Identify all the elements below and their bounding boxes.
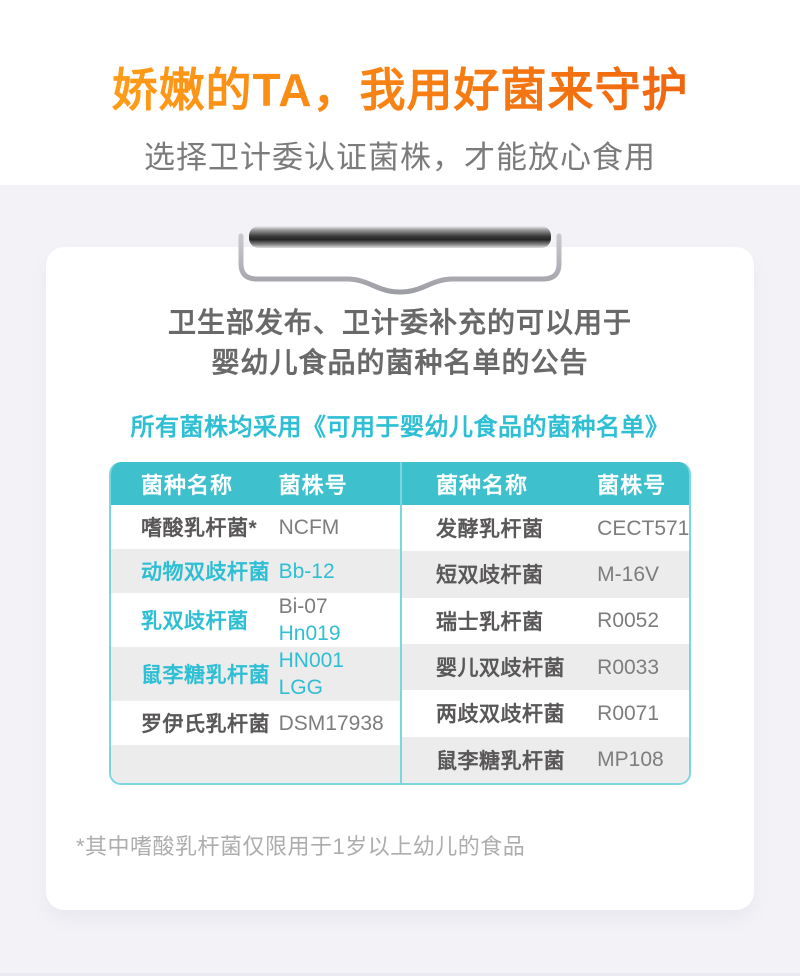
table-header-row: 菌种名称 菌株号 [111, 462, 400, 505]
strain-table: 菌种名称 菌株号 嗜酸乳杆菌* NCFM 动物双歧杆菌 Bb-12 乳双歧杆菌 Bi-07… [109, 462, 691, 785]
strain-number: MP108 [597, 746, 689, 773]
bottom-edge-divider [0, 973, 800, 976]
strain-number: CECT5716 [597, 515, 691, 542]
table-row: 动物双歧杆菌 Bb-12 [111, 549, 400, 594]
table-row: 鼠李糖乳杆菌 MP108 [402, 736, 689, 783]
strain-number-line: R0033 [597, 655, 660, 679]
strain-number: R0052 [597, 607, 689, 634]
species-name: 罗伊氏乳杆菌 [141, 713, 270, 737]
column-header-species: 菌种名称 [141, 472, 234, 498]
species-name: 发酵乳杆菌 [436, 518, 544, 542]
strain-number: Bb-12 [279, 558, 400, 585]
strain-number-line: LGG [278, 676, 323, 700]
species-name: 乳双歧杆菌 [141, 610, 249, 634]
strain-number: M-16V [597, 561, 689, 588]
strain-number-line: Hn019 [278, 622, 341, 646]
strain-number-line: HN001 [278, 649, 344, 673]
table-row: 两歧双歧杆菌 R0071 [402, 690, 689, 736]
species-name: 瑞士乳杆菌 [436, 610, 544, 634]
table-row: 瑞士乳杆菌 R0052 [402, 598, 689, 644]
column-header-strain: 菌株号 [597, 472, 667, 498]
header-section: 娇嫩的TA，我用好菌来守护 选择卫计委认证菌株，才能放心食用 [0, 0, 800, 185]
announcement-line1: 卫生部发布、卫计委补充的可以用于 [167, 307, 632, 338]
strain-number-line: NCFM [278, 515, 340, 539]
table-left-half: 菌种名称 菌株号 嗜酸乳杆菌* NCFM 动物双歧杆菌 Bb-12 乳双歧杆菌 Bi-07… [111, 462, 400, 783]
strain-number: R0033 [597, 654, 689, 681]
table-row: 鼠李糖乳杆菌 HN001 LGG [111, 647, 400, 702]
strain-number-line: DSM17938 [278, 711, 384, 735]
column-header-strain: 菌株号 [278, 472, 348, 498]
page-subtitle: 选择卫计委认证菌株，才能放心食用 [144, 140, 656, 175]
page-title: 娇嫩的TA，我用好菌来守护 [112, 54, 689, 120]
table-row: 嗜酸乳杆菌* NCFM [111, 505, 400, 549]
strain-number: DSM17938 [279, 710, 400, 737]
strain-number: NCFM [279, 514, 400, 541]
table-right-body: 发酵乳杆菌 CECT5716 短双歧杆菌 M-16V 瑞士乳杆菌 R0052 婴儿双歧杆菌 R… [402, 505, 689, 783]
certified-list-tagline: 所有菌株均采用《可用于婴幼儿食品的菌种名单》 [130, 414, 670, 441]
clipboard-clip-graphic [238, 226, 562, 295]
clipboard-clip-icon [235, 226, 565, 296]
body-section: 卫生部发布、卫计委补充的可以用于 婴幼儿食品的菌种名单的公告 所有菌株均采用《可… [0, 185, 800, 976]
strain-number-line: MP108 [597, 748, 664, 772]
table-row: 婴儿双歧杆菌 R0033 [402, 643, 689, 691]
strain-number-line: CECT5716 [597, 516, 691, 540]
strain-number-line: Bi-07 [278, 595, 328, 619]
species-name: 鼠李糖乳杆菌 [436, 749, 565, 773]
strain-number-line: R0071 [597, 701, 660, 725]
species-name: 两歧双歧杆菌 [436, 703, 565, 727]
species-name: 动物双歧杆菌 [141, 561, 270, 585]
strain-number: Bi-07 Hn019 [279, 593, 400, 647]
species-name: 嗜酸乳杆菌* [141, 517, 258, 541]
content-card: 卫生部发布、卫计委补充的可以用于 婴幼儿食品的菌种名单的公告 所有菌株均采用《可… [46, 226, 754, 910]
table-row: 短双歧杆菌 M-16V [402, 551, 689, 598]
table-right-half: 菌种名称 菌株号 发酵乳杆菌 CECT5716 短双歧杆菌 M-16V 瑞士乳杆菌 R00… [400, 462, 689, 783]
species-name: 鼠李糖乳杆菌 [141, 664, 270, 688]
table-left-body: 嗜酸乳杆菌* NCFM 动物双歧杆菌 Bb-12 乳双歧杆菌 Bi-07 Hn019 鼠李糖乳… [111, 505, 400, 783]
strain-number-line: R0052 [597, 609, 660, 633]
strain-number-line: Bb-12 [278, 559, 335, 583]
strain-number: HN001 LGG [279, 647, 400, 701]
table-row: 罗伊氏乳杆菌 DSM17938 [111, 701, 400, 745]
announcement-line2: 婴幼儿食品的菌种名单的公告 [211, 347, 589, 378]
species-name: 短双歧杆菌 [436, 564, 544, 588]
table-row: 乳双歧杆菌 Bi-07 Hn019 [111, 593, 400, 647]
column-header-species: 菌种名称 [436, 472, 529, 498]
species-name: 婴儿双歧杆菌 [436, 657, 565, 681]
table-row: 发酵乳杆菌 CECT5716 [402, 505, 689, 551]
table-header-row: 菌种名称 菌株号 [402, 462, 689, 505]
table-row [111, 745, 400, 783]
announcement-title: 卫生部发布、卫计委补充的可以用于 婴幼儿食品的菌种名单的公告 [46, 247, 754, 383]
strain-number-line: M-16V [597, 562, 660, 586]
strain-number: R0071 [597, 700, 689, 727]
footnote: *其中嗜酸乳杆菌仅限用于1岁以上幼儿的食品 [76, 834, 526, 859]
